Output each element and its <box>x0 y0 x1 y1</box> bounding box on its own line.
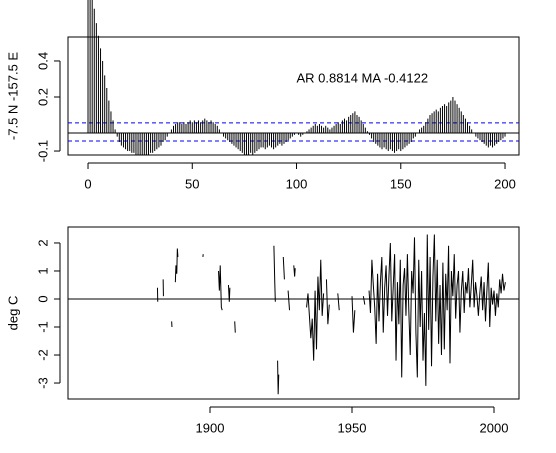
annotation: AR 0.8814 MA -0.4122 <box>297 70 429 85</box>
y-tick-label: 0 <box>35 295 50 302</box>
y-tick-label: -3 <box>35 377 50 389</box>
x-tick-label: 200 <box>494 176 516 191</box>
y-tick-label: 1 <box>35 267 50 274</box>
x-tick-label: 2000 <box>480 420 509 435</box>
x-tick-label: 0 <box>84 176 91 191</box>
y-tick-label: 2 <box>35 239 50 246</box>
y-tick-label: -2 <box>35 349 50 361</box>
y-axis-label: -7.5 N -157.5 E <box>5 52 20 140</box>
plot-frame <box>67 226 520 400</box>
plot-frame <box>67 36 520 156</box>
plot-area <box>68 234 519 395</box>
y-tick-label: 0.2 <box>35 88 50 106</box>
x-tick-label: 50 <box>185 176 199 191</box>
y-tick-label: 0.4 <box>35 52 50 70</box>
x-tick-label: 100 <box>286 176 308 191</box>
x-tick-label: 1950 <box>338 420 367 435</box>
y-tick-label: -0.1 <box>35 140 50 162</box>
y-axis-label: deg C <box>5 296 20 331</box>
x-tick-label: 1900 <box>196 420 225 435</box>
x-tick-label: 150 <box>390 176 412 191</box>
plot-area <box>68 122 519 142</box>
series-line <box>156 234 506 395</box>
y-tick-label: -1 <box>35 321 50 333</box>
